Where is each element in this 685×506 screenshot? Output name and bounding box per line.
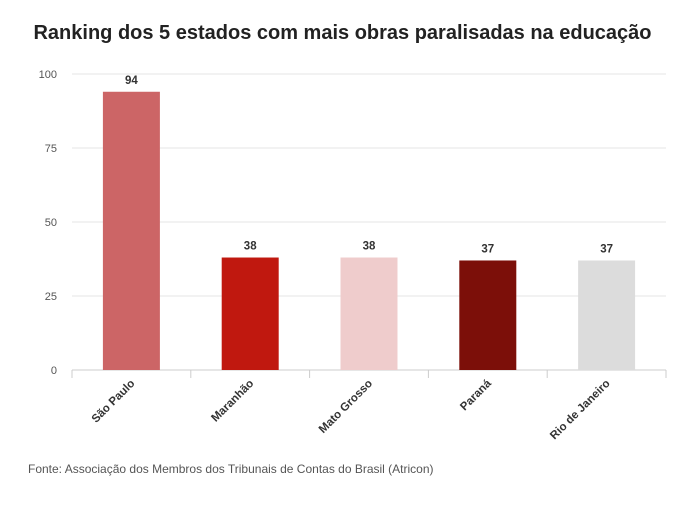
- y-tick-label: 0: [51, 365, 57, 377]
- y-tick-label: 75: [45, 143, 57, 155]
- data-label: 38: [363, 241, 376, 253]
- data-label: 38: [244, 241, 257, 253]
- chart-title: Ranking dos 5 estados com mais obras par…: [33, 22, 652, 44]
- y-axis-ticks: 0 25 50 75 100: [39, 69, 57, 377]
- x-axis-categories: São Paulo Maranhão Mato Grosso Paraná Rio de…: [90, 377, 613, 442]
- bar: [221, 257, 279, 370]
- y-tick-label: 25: [45, 291, 57, 303]
- x-tick-label: Mato Grosso: [317, 378, 375, 436]
- bar: [459, 260, 517, 370]
- bar: [340, 257, 398, 370]
- bar: [102, 91, 160, 370]
- x-tick-label: Rio de Janeiro: [548, 378, 613, 443]
- data-label: 94: [125, 75, 138, 87]
- data-label: 37: [600, 243, 613, 255]
- data-labels: 94 38 38 37 37: [125, 75, 613, 256]
- x-tick-label: Paraná: [458, 377, 494, 413]
- bars: [102, 91, 636, 370]
- x-tick-label: Maranhão: [209, 378, 256, 425]
- bar: [578, 260, 636, 370]
- source-note: Fonte: Associação dos Membros dos Tribun…: [28, 462, 434, 476]
- y-tick-label: 100: [39, 69, 57, 81]
- data-label: 37: [481, 243, 494, 255]
- x-tick-label: São Paulo: [90, 378, 138, 426]
- y-tick-label: 50: [45, 217, 57, 229]
